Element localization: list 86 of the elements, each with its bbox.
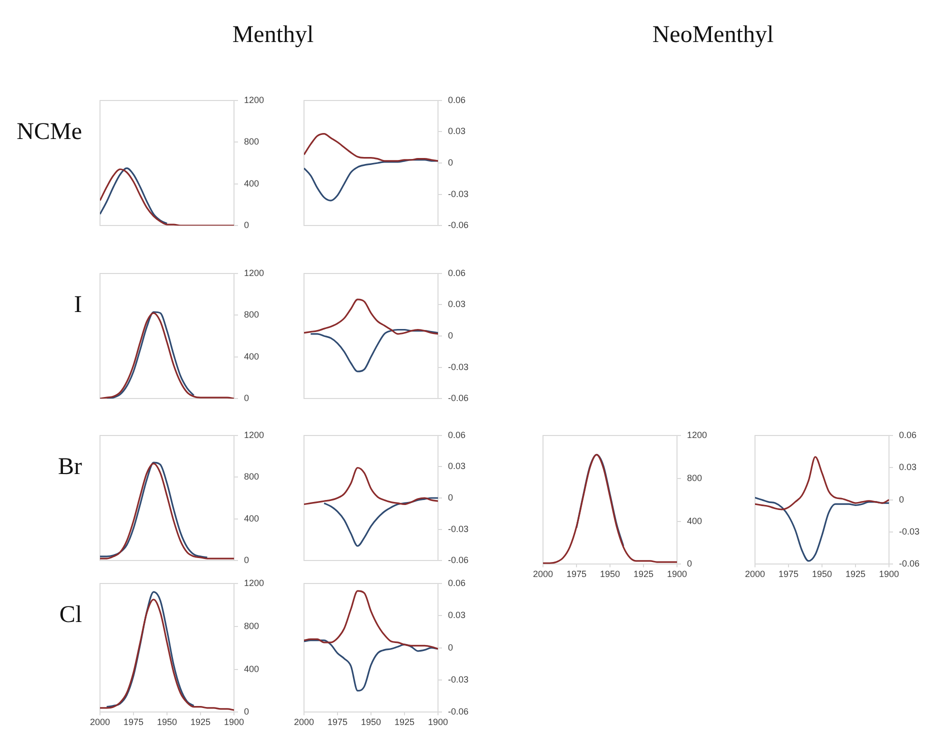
y-tick-label: 1200 bbox=[244, 268, 264, 278]
line-series bbox=[304, 132, 438, 162]
y-tick-label: -0.06 bbox=[448, 393, 469, 404]
line-series bbox=[304, 466, 438, 506]
y-tick-label: 800 bbox=[244, 310, 260, 320]
line-series bbox=[323, 497, 438, 547]
x-tick-label: 1950 bbox=[600, 569, 620, 580]
text: Menthyl bbox=[231, 22, 315, 49]
x-tick-label: 2000 bbox=[744, 569, 766, 580]
x-tick-label: 2000 bbox=[90, 717, 110, 728]
y-tick-label: 0 bbox=[244, 706, 250, 717]
y-tick-label: 0 bbox=[448, 492, 454, 502]
line-series bbox=[304, 639, 438, 692]
line-series bbox=[576, 454, 624, 547]
x-tick-label: 2000 bbox=[294, 717, 314, 728]
line-series bbox=[304, 590, 438, 650]
y-tick-label: 0 bbox=[448, 330, 454, 340]
y-tick-label: 400 bbox=[244, 351, 260, 362]
x-tick-label: 1975 bbox=[566, 569, 587, 580]
line-series bbox=[755, 456, 889, 510]
y-tick-label: -0.06 bbox=[448, 220, 469, 230]
line-series bbox=[304, 159, 438, 202]
x-tick-label: 2000 bbox=[532, 569, 554, 580]
y-tick-label: 1200 bbox=[244, 430, 264, 440]
y-tick-label: 0.06 bbox=[448, 578, 466, 588]
line-series bbox=[310, 328, 438, 372]
y-tick-label: 400 bbox=[244, 178, 260, 188]
y-tick-label: 0 bbox=[244, 220, 250, 230]
y-tick-label: 1200 bbox=[244, 578, 264, 588]
y-tick-label: 0.03 bbox=[448, 610, 466, 620]
y-tick-label: 800 bbox=[244, 136, 260, 147]
x-tick-label: 1975 bbox=[123, 717, 144, 728]
y-tick-label: 0 bbox=[448, 157, 454, 168]
x-tick-label: 1900 bbox=[224, 717, 244, 728]
y-axis-title: NCMe bbox=[16, 119, 82, 146]
line-series bbox=[755, 496, 889, 562]
x-tick-label: 1900 bbox=[666, 569, 688, 580]
y-tick-label: 400 bbox=[244, 664, 260, 674]
x-tick-label: 1900 bbox=[878, 569, 900, 580]
text: NeoMenthyl bbox=[651, 22, 775, 49]
y-axis-title: Cl bbox=[58, 602, 82, 629]
y-tick-label: 0.06 bbox=[448, 268, 466, 278]
y-tick-label: 0.06 bbox=[448, 430, 466, 440]
y-tick-label: 800 bbox=[244, 472, 260, 482]
x-tick-label: 1975 bbox=[778, 569, 799, 580]
y-tick-label: -0.06 bbox=[448, 555, 469, 566]
y-tick-label: 0.06 bbox=[448, 94, 466, 105]
y-tick-label: 0 bbox=[899, 494, 904, 504]
x-tick-label: 1925 bbox=[633, 569, 654, 580]
y-tick-label: -0.03 bbox=[448, 524, 469, 534]
y-tick-label: 0 bbox=[687, 558, 692, 569]
x-tick-label: 1925 bbox=[845, 569, 866, 580]
y-tick-label: 0 bbox=[448, 642, 454, 652]
y-tick-label: -0.03 bbox=[448, 188, 469, 199]
line-series bbox=[100, 462, 208, 558]
y-tick-label: 0 bbox=[244, 393, 250, 404]
y-tick-label: -0.06 bbox=[899, 558, 920, 569]
line-series bbox=[100, 167, 168, 224]
y-tick-label: 1200 bbox=[244, 94, 264, 105]
y-tick-label: -0.03 bbox=[448, 362, 469, 372]
x-tick-label: 1950 bbox=[156, 717, 178, 728]
x-tick-label: 1975 bbox=[327, 717, 348, 728]
y-tick-label: 0.06 bbox=[899, 430, 917, 440]
y-tick-label: 1200 bbox=[687, 430, 708, 440]
y-tick-label: 800 bbox=[244, 620, 260, 631]
y-tick-label: 0.03 bbox=[448, 299, 466, 310]
line-series bbox=[304, 298, 438, 335]
line-series bbox=[106, 311, 195, 399]
line-series bbox=[106, 591, 195, 708]
y-tick-label: 400 bbox=[687, 516, 702, 526]
x-tick-label: 1900 bbox=[428, 717, 448, 728]
y-tick-label: -0.03 bbox=[448, 674, 469, 684]
y-tick-label: 0.03 bbox=[448, 126, 466, 136]
y-tick-label: -0.06 bbox=[448, 706, 469, 717]
y-tick-label: 0.03 bbox=[448, 461, 466, 472]
y-tick-label: 400 bbox=[244, 513, 260, 524]
y-axis-title: Br bbox=[57, 454, 82, 481]
x-tick-label: 1925 bbox=[190, 717, 211, 728]
y-axis-title: I bbox=[73, 292, 82, 319]
y-tick-label: 800 bbox=[687, 472, 702, 483]
y-tick-label: -0.03 bbox=[899, 526, 920, 536]
y-tick-label: 0.03 bbox=[899, 462, 917, 472]
x-tick-label: 1950 bbox=[360, 717, 382, 728]
x-tick-label: 1950 bbox=[812, 569, 832, 580]
x-tick-label: 1925 bbox=[394, 717, 415, 728]
y-tick-label: 0 bbox=[244, 555, 250, 566]
